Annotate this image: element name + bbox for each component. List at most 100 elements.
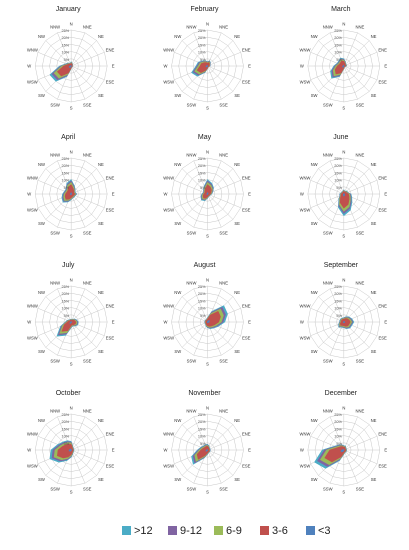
spoke	[57, 288, 72, 323]
direction-label: WNW	[300, 47, 311, 52]
radial-tick-label: 5%	[200, 186, 206, 190]
direction-label: E	[248, 192, 251, 197]
spoke	[343, 449, 358, 484]
radial-tick-label: 5%	[200, 442, 206, 446]
series-<3	[69, 192, 73, 196]
legend-label: 6-9	[226, 525, 242, 537]
direction-label: ESE	[378, 336, 387, 341]
direction-label: S	[70, 234, 73, 239]
chart-title: December	[325, 390, 358, 397]
radial-tick-label: 20%	[62, 292, 70, 296]
chart-title: January	[56, 6, 81, 13]
wind-rose-july: July 5% 10% 15% 20% 25%N NNE NE ENE E ESE SE SSE S SSW…	[27, 262, 115, 367]
chart-title: April	[61, 134, 75, 141]
spoke	[71, 193, 105, 209]
direction-label: ESE	[378, 464, 387, 469]
radial-tick-label: 20%	[334, 36, 342, 40]
chart-title: May	[198, 134, 212, 141]
spoke	[343, 160, 358, 195]
direction-label: NE	[234, 418, 240, 423]
radial-tick-label: 25%	[62, 285, 70, 289]
radial-tick-label: 25%	[198, 285, 206, 289]
direction-label: WSW	[163, 80, 174, 85]
direction-label: NE	[234, 34, 240, 39]
series-3-6	[64, 184, 76, 200]
radial-tick-label: 15%	[198, 171, 206, 175]
spoke	[318, 168, 345, 195]
direction-label: SSE	[356, 486, 365, 491]
direction-label: SSE	[356, 230, 365, 235]
radial-tick-label: 10%	[334, 307, 342, 311]
series-<3	[205, 449, 209, 452]
direction-label: ESE	[106, 208, 115, 213]
radial-tick-label: 25%	[334, 29, 342, 33]
direction-label: NE	[234, 290, 240, 295]
direction-label: N	[206, 150, 209, 155]
spoke	[207, 449, 222, 484]
series-<3	[340, 449, 345, 453]
direction-label: N	[70, 278, 73, 283]
radial-tick-label: 25%	[334, 285, 342, 289]
radial-tick-label: 20%	[334, 420, 342, 424]
direction-label: WNW	[163, 303, 174, 308]
spoke	[71, 179, 105, 195]
direction-label: W	[300, 320, 304, 325]
spoke	[207, 51, 241, 67]
direction-label: SE	[98, 221, 104, 226]
direction-label: NNE	[83, 25, 92, 30]
spoke	[343, 424, 370, 451]
spoke	[174, 179, 208, 195]
radial-tick-label: 20%	[198, 36, 206, 40]
spoke	[310, 179, 344, 195]
radial-tick-label: 5%	[336, 186, 342, 190]
direction-label: WSW	[300, 336, 311, 341]
radial-tick-label: 25%	[198, 413, 206, 417]
direction-label: NW	[174, 290, 181, 295]
direction-label: NNE	[219, 25, 228, 30]
spoke	[207, 449, 234, 476]
radial-tick-label: 20%	[62, 164, 70, 168]
spoke	[207, 193, 234, 220]
wind-rose-june: June 5% 10% 15% 20% 25%N NNE NE ENE E ESE SE SSE S SSW…	[300, 134, 388, 239]
direction-label: N	[342, 22, 345, 27]
direction-label: SE	[371, 93, 377, 98]
radial-tick-label: 15%	[334, 427, 342, 431]
wind-rose-december: December 5% 10% 15% 20% 25%N NNE NE ENE E ESE SE SSE…	[300, 390, 388, 495]
radial-tick-label: 20%	[62, 36, 70, 40]
direction-label: NW	[38, 418, 45, 423]
direction-label: NNW	[323, 281, 333, 286]
direction-label: SE	[98, 349, 104, 354]
spoke	[343, 416, 358, 451]
direction-label: ESE	[242, 336, 251, 341]
legend-label: <3	[318, 525, 331, 537]
direction-label: SE	[371, 221, 377, 226]
spoke	[70, 321, 86, 356]
radial-tick-label: 10%	[62, 51, 70, 55]
spoke	[343, 449, 378, 465]
radial-tick-label: 25%	[334, 413, 342, 417]
radial-tick-label: 10%	[334, 179, 342, 183]
direction-label: ENE	[106, 303, 115, 308]
spoke	[207, 416, 222, 451]
series-<3	[343, 321, 346, 323]
series-<3	[342, 64, 345, 68]
direction-label: SSE	[83, 486, 92, 491]
direction-label: W	[300, 64, 304, 69]
radial-tick-label: 15%	[334, 171, 342, 175]
spoke	[207, 424, 234, 451]
spoke	[207, 40, 234, 67]
spoke	[45, 40, 72, 67]
series-3-6	[61, 319, 77, 332]
direction-label: NW	[38, 162, 45, 167]
series-<3	[342, 193, 345, 197]
direction-label: W	[164, 320, 168, 325]
direction-label: NNW	[186, 153, 196, 158]
radial-tick-label: 25%	[334, 157, 342, 161]
radial-tick-label: 10%	[198, 435, 206, 439]
direction-label: NNW	[50, 25, 60, 30]
direction-label: E	[112, 320, 115, 325]
direction-label: ESE	[242, 464, 251, 469]
direction-label: SW	[311, 93, 318, 98]
spoke	[70, 424, 97, 451]
